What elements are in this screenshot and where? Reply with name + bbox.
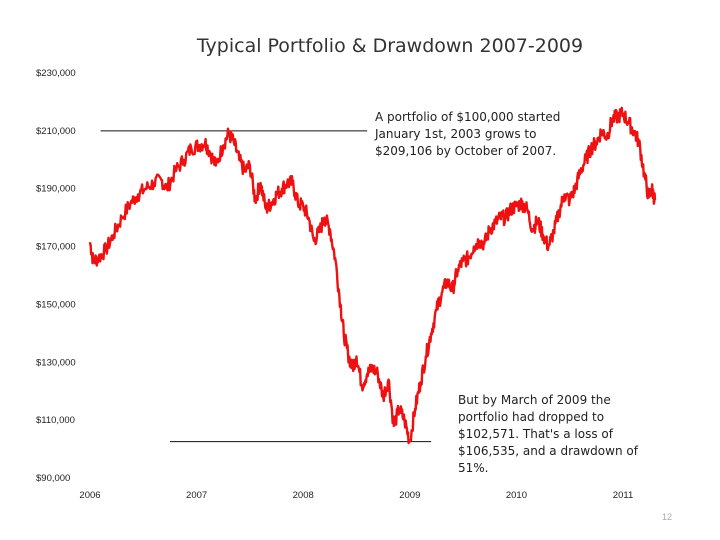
annotation-line: But by March of 2009 the: [458, 393, 611, 407]
x-tick-label: 2006: [79, 490, 100, 501]
y-tick-label: $90,000: [36, 473, 70, 484]
annotation-line: $106,535, and a drawdown of: [458, 444, 639, 458]
annotation-line: $102,571. That's a loss of: [458, 427, 614, 441]
x-tick-label: 2007: [186, 490, 207, 501]
page-number: 12: [662, 512, 672, 522]
y-tick-label: $210,000: [36, 126, 76, 137]
y-tick-label: $130,000: [36, 357, 76, 368]
x-tick-label: 2009: [399, 490, 420, 501]
x-tick-label: 2008: [293, 490, 314, 501]
y-tick-label: $150,000: [36, 299, 76, 310]
y-tick-label: $190,000: [36, 184, 76, 195]
annotation-trough: But by March of 2009 the portfolio had dr…: [458, 393, 639, 475]
series-line: [88, 106, 657, 445]
annotation-peak: A portfolio of $100,000 started January 1…: [374, 110, 560, 158]
x-tick-label: 2011: [613, 490, 633, 501]
y-tick-label: $230,000: [36, 68, 76, 79]
annotation-line: $209,106 by October of 2007.: [375, 144, 556, 158]
chart-title: Typical Portfolio & Drawdown 2007-2009: [196, 35, 583, 57]
data-series: [88, 106, 657, 445]
annotation-line: portfolio had dropped to: [458, 410, 604, 424]
x-tick-label: 2010: [506, 490, 527, 501]
y-axis-tick-labels: $90,000 $110,000 $130,000 $150,000 $170,000 $…: [36, 68, 76, 484]
reference-lines: [100, 130, 432, 443]
annotation-line: January 1st, 2003 grows to: [374, 127, 536, 141]
annotation-line: 51%.: [458, 461, 489, 475]
y-tick-label: $170,000: [36, 242, 76, 253]
y-tick-label: $110,000: [36, 415, 75, 426]
x-axis-tick-labels: 2006 2007 2008 2009 2010 2011: [79, 490, 633, 501]
annotation-line: A portfolio of $100,000 started: [375, 110, 560, 124]
